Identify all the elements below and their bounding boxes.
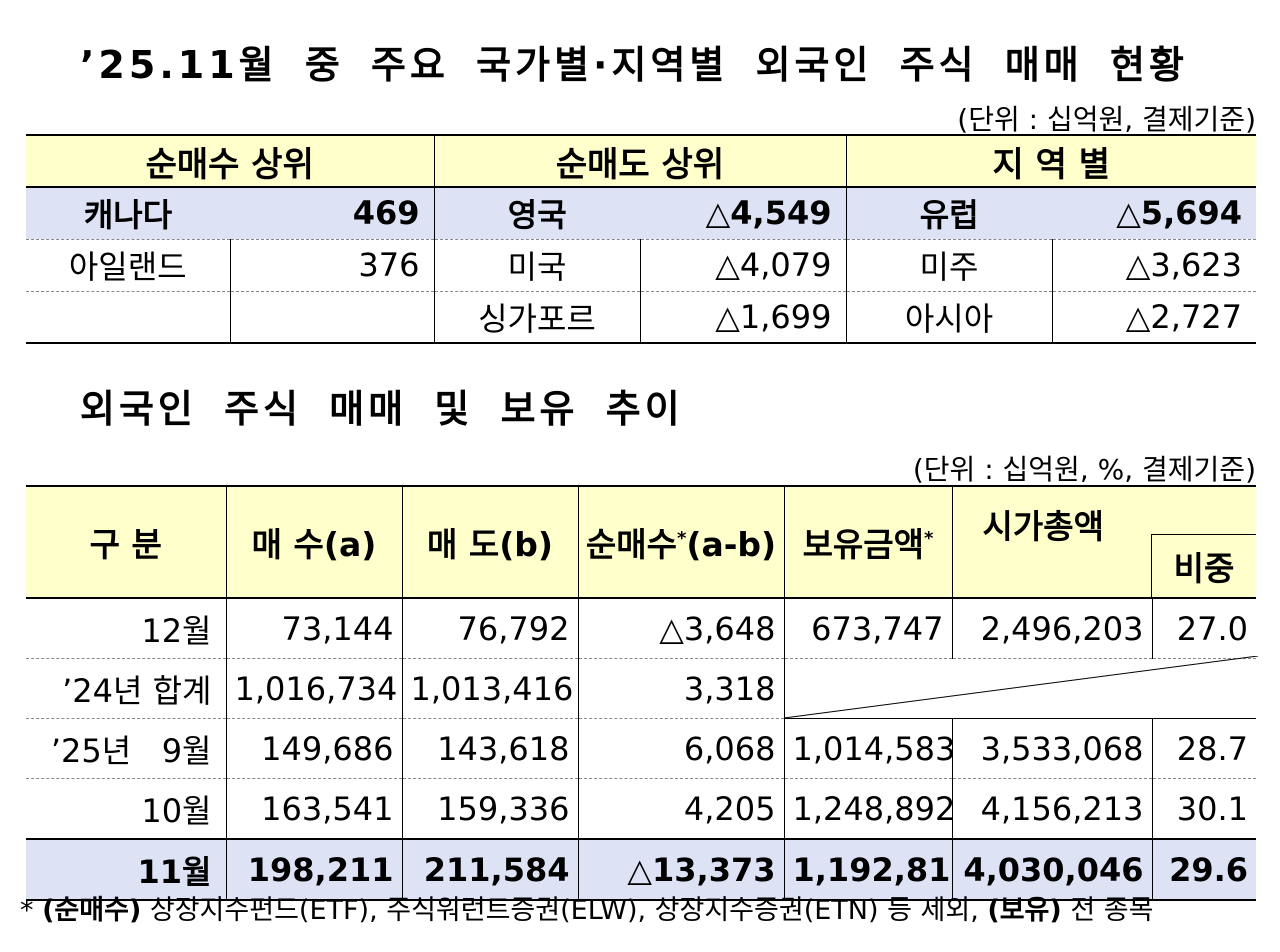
footnote-text-2: 전 종목 — [1061, 895, 1154, 926]
footnote-mark: * — [924, 528, 934, 549]
unit-label-1: (단위 : 십억원, 결제기준) — [957, 103, 1256, 136]
table-cell: 싱가포르 — [433, 291, 640, 344]
table-cell: △3,623 — [1051, 239, 1257, 292]
table-cell: ’24년 합계 — [26, 658, 226, 719]
page-title: ’25.11월 중 주요 국가별·지역별 외국인 주식 매매 현황 — [80, 43, 1188, 87]
table-cell: 캐나다 — [26, 187, 230, 240]
table-cell: 27.0 — [1151, 598, 1257, 659]
table-cell: 28.7 — [1151, 718, 1257, 779]
table-cell: 376 — [229, 239, 434, 292]
table-cell-empty — [783, 658, 1257, 719]
diagonal-divider — [784, 656, 1258, 718]
header-buy: 매 수(a) — [225, 485, 402, 599]
header-net-sell: 순매도 상위 — [433, 134, 846, 188]
table-cell: 아일랜드 — [26, 239, 230, 292]
table-cell: 4,156,213 — [951, 778, 1152, 840]
table-cell: 영국 — [433, 187, 640, 240]
table-cell: △4,079 — [639, 239, 846, 292]
header-ratio: 비중 — [1151, 534, 1257, 596]
header-category: 구 분 — [26, 485, 226, 599]
footnote-star: * — [20, 895, 34, 926]
table-cell: △5,694 — [1052, 187, 1257, 240]
table-cell: ’25년 9월 — [26, 718, 226, 779]
table-cell: 159,336 — [401, 778, 578, 840]
section-title: 외국인 주식 매매 및 보유 추이 — [80, 387, 684, 431]
footnote-bold-2: (보유) — [987, 895, 1062, 926]
table-cell: 673,747 — [783, 598, 952, 659]
header-sell: 매 도(b) — [401, 485, 578, 599]
header-net-buy: 순매수 상위 — [26, 134, 434, 188]
table-cell: 3,533,068 — [951, 718, 1152, 779]
table-cell: 1,016,734 — [225, 658, 402, 719]
table-cell: 1,014,583 — [783, 718, 952, 779]
header-net-buy-formula: (a-b) — [686, 525, 777, 564]
trading-holding-table: 구 분 매 수(a) 매 도(b) 순매수*(a-b) 보유금액* 시가총액 비… — [26, 485, 1257, 901]
table-cell: 1,192,817 — [783, 838, 952, 901]
table-cell: 아시아 — [845, 291, 1052, 344]
table-cell: 4,030,046 — [951, 838, 1152, 901]
table-cell: 76,792 — [401, 598, 578, 659]
table-cell: △3,648 — [577, 598, 784, 659]
table-cell: 4,205 — [577, 778, 784, 840]
table-cell: 3,318 — [577, 658, 784, 719]
header-ratio-label: 비중 — [1173, 549, 1235, 588]
table-cell: 73,144 — [225, 598, 402, 659]
table-cell: △2,727 — [1051, 291, 1257, 344]
table-cell: 11월 — [26, 838, 226, 901]
header-net-buy: 순매수*(a-b) — [577, 485, 784, 599]
table-cell: 30.1 — [1151, 778, 1257, 840]
table-cell: 미국 — [433, 239, 640, 292]
table-cell: 469 — [230, 187, 434, 240]
table-cell: 1,248,892 — [783, 778, 952, 840]
header-region: 지 역 별 — [845, 134, 1257, 188]
table-cell: 유럽 — [845, 187, 1052, 240]
header-holdings-label: 보유금액 — [802, 525, 925, 564]
table-cell: 211,584 — [401, 838, 578, 901]
footnote-text-1: 상장지수펀드(ETF), 주식워런트증권(ELW), 상장지수증권(ETN) 등… — [141, 895, 988, 926]
unit-label-2: (단위 : 십억원, %, 결제기준) — [912, 453, 1256, 486]
table-cell: 29.6 — [1151, 838, 1257, 901]
table-cell: △4,549 — [640, 187, 846, 240]
table-cell: 198,211 — [225, 838, 402, 901]
table-cell: 1,013,416 — [401, 658, 578, 719]
table-cell: 12월 — [26, 598, 226, 659]
header-holdings: 보유금액* — [783, 485, 952, 599]
header-net-buy-label: 순매수 — [585, 525, 677, 564]
table-cell: 143,618 — [401, 718, 578, 779]
table-cell: 163,541 — [225, 778, 402, 840]
table-cell: 2,496,203 — [951, 598, 1152, 659]
table-cell: 미주 — [845, 239, 1052, 292]
country-trading-table: 순매수 상위 순매도 상위 지 역 별 캐나다 469 영국 △4,549 유럽… — [26, 134, 1257, 344]
table-cell: 6,068 — [577, 718, 784, 779]
table-cell — [26, 291, 230, 344]
header-market-cap-label: 시가총액 — [982, 507, 1104, 546]
footnote: * (순매수) 상장지수펀드(ETF), 주식워런트증권(ELW), 상장지수증… — [20, 888, 1153, 927]
header-market-cap: 시가총액 비중 — [951, 485, 1257, 599]
table-cell: △1,699 — [639, 291, 846, 344]
footnote-mark: * — [676, 528, 687, 549]
footnote-bold-1: (순매수) — [42, 895, 142, 926]
table-cell — [229, 291, 434, 344]
table-cell: △13,373 — [577, 838, 784, 901]
table-cell: 10월 — [26, 778, 226, 840]
table-cell: 149,686 — [225, 718, 402, 779]
